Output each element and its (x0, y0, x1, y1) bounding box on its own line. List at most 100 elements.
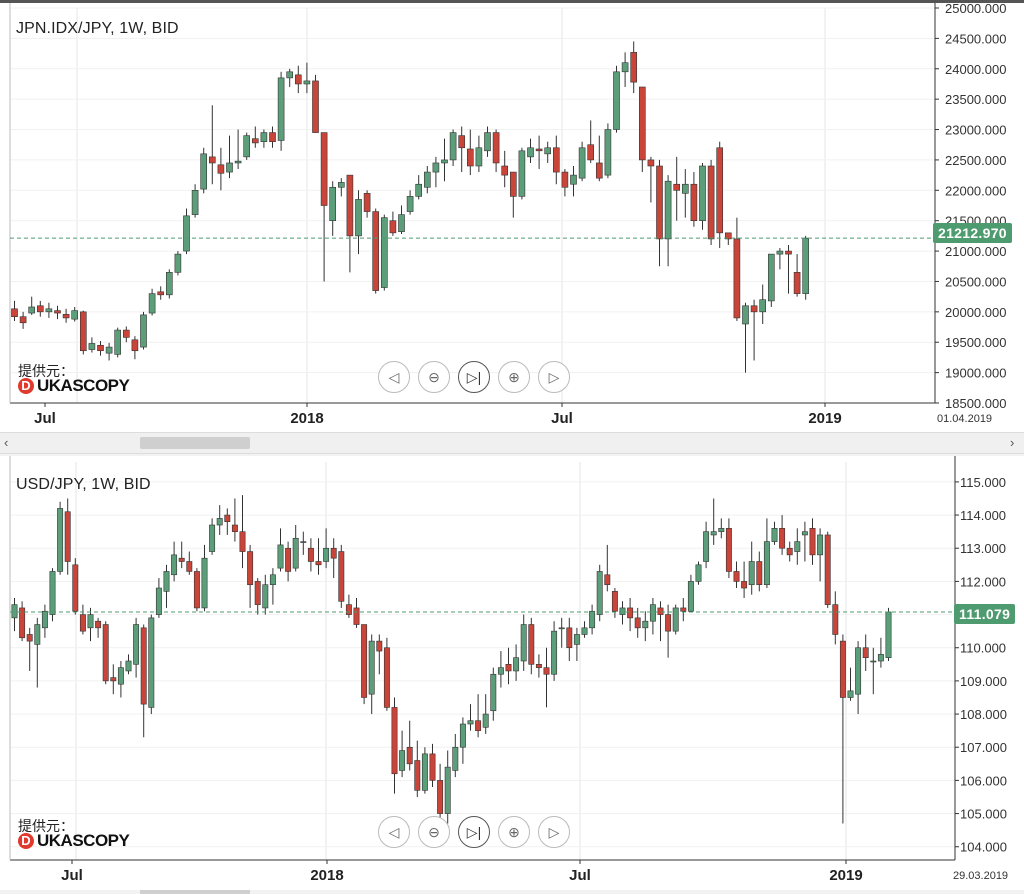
candle[interactable] (558, 617, 565, 648)
candle[interactable] (750, 299, 758, 361)
candle[interactable] (294, 65, 302, 94)
candle[interactable] (779, 515, 786, 555)
candle[interactable] (79, 310, 87, 355)
candle[interactable] (361, 624, 368, 705)
candle[interactable] (824, 531, 831, 608)
candle[interactable] (337, 178, 345, 197)
candle[interactable] (125, 654, 132, 675)
candle[interactable] (466, 129, 474, 176)
candle[interactable] (475, 694, 482, 738)
candle[interactable] (72, 558, 79, 615)
candle[interactable] (36, 300, 44, 317)
candle[interactable] (665, 604, 672, 658)
candle[interactable] (186, 551, 193, 575)
candle[interactable] (475, 135, 483, 173)
candle[interactable] (353, 597, 360, 628)
candle[interactable] (497, 651, 504, 688)
candle[interactable] (174, 251, 182, 276)
candle[interactable] (406, 720, 413, 771)
candle[interactable] (165, 269, 173, 299)
candle[interactable] (41, 604, 48, 638)
candle[interactable] (11, 597, 18, 632)
candle[interactable] (383, 637, 390, 711)
candle[interactable] (34, 617, 41, 688)
candle[interactable] (201, 544, 208, 612)
candle[interactable] (647, 156, 655, 203)
reset-view-button[interactable]: ▷| (458, 361, 490, 393)
candle[interactable] (604, 544, 611, 592)
candle[interactable] (122, 326, 130, 343)
candle[interactable] (323, 528, 330, 569)
scroll-right-button[interactable]: ▷ (538, 816, 570, 848)
candle[interactable] (49, 568, 56, 622)
bottom-scrollbar-thumb[interactable] (140, 890, 250, 894)
candle[interactable] (269, 568, 276, 605)
candle[interactable] (423, 166, 431, 194)
candle[interactable] (28, 296, 36, 315)
candle[interactable] (105, 342, 113, 361)
candle[interactable] (26, 627, 33, 671)
candle[interactable] (262, 574, 269, 615)
scroll-left-button[interactable]: ◁ (378, 361, 410, 393)
candle[interactable] (482, 694, 489, 734)
candle[interactable] (234, 129, 242, 170)
scroll-right-button[interactable]: ▷ (538, 361, 570, 393)
candle[interactable] (183, 208, 190, 255)
candle[interactable] (855, 641, 862, 715)
candle[interactable] (634, 607, 641, 638)
candle[interactable] (877, 637, 884, 668)
candle[interactable] (102, 621, 109, 685)
candle[interactable] (518, 147, 526, 200)
candle[interactable] (885, 607, 892, 661)
candle[interactable] (741, 561, 748, 598)
candle[interactable] (148, 614, 155, 715)
candle[interactable] (398, 205, 405, 235)
candle[interactable] (114, 327, 122, 358)
candle[interactable] (793, 254, 801, 297)
candle[interactable] (243, 132, 251, 160)
candle[interactable] (157, 286, 165, 300)
candle[interactable] (155, 578, 162, 618)
candle[interactable] (581, 621, 588, 638)
candle[interactable] (544, 141, 552, 163)
candle[interactable] (95, 617, 102, 638)
candle[interactable] (300, 531, 307, 555)
candle[interactable] (208, 105, 216, 185)
candle[interactable] (131, 336, 139, 360)
dukascopy-logo[interactable]: D UKASCOPY (18, 376, 130, 396)
candle[interactable] (79, 604, 86, 635)
candle[interactable] (613, 65, 620, 133)
candle[interactable] (315, 538, 322, 575)
scrollbar-thumb[interactable] (140, 437, 250, 449)
candle[interactable] (578, 141, 586, 182)
candle[interactable] (191, 184, 199, 218)
candle[interactable] (573, 627, 580, 661)
candle[interactable] (171, 541, 178, 582)
zoom-in-button[interactable]: ⊕ (498, 361, 530, 393)
chart-jpn-svg[interactable]: 18500.000 19000.000 19500.000 20000.000 2050… (0, 3, 1024, 432)
candle[interactable] (140, 624, 147, 738)
candle[interactable] (611, 588, 618, 618)
candle[interactable] (286, 68, 294, 87)
candle[interactable] (785, 245, 792, 294)
candle[interactable] (406, 190, 414, 215)
candle[interactable] (566, 617, 573, 661)
candle[interactable] (178, 541, 185, 569)
candle[interactable] (604, 123, 612, 179)
candle[interactable] (681, 169, 689, 218)
candle[interactable] (771, 521, 778, 545)
candle[interactable] (748, 541, 755, 595)
candle[interactable] (484, 126, 491, 157)
candle[interactable] (786, 541, 793, 562)
candle[interactable] (54, 305, 61, 320)
candle[interactable] (707, 159, 715, 245)
candle[interactable] (163, 564, 170, 608)
zoom-out-button[interactable]: ⊖ (418, 816, 450, 848)
candle[interactable] (87, 607, 94, 642)
candle[interactable] (570, 166, 577, 197)
dukascopy-logo[interactable]: D UKASCOPY (18, 831, 130, 851)
candle[interactable] (217, 147, 225, 191)
candle[interactable] (97, 341, 104, 356)
candle[interactable] (703, 521, 710, 569)
candle[interactable] (687, 574, 694, 612)
